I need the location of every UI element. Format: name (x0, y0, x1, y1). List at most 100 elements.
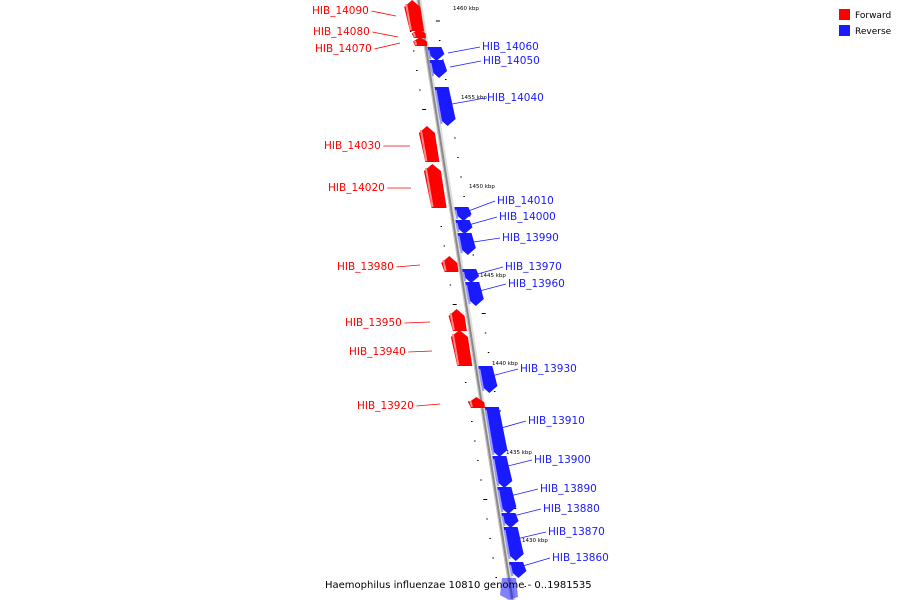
legend-forward-label: Forward (855, 11, 891, 21)
gene-arrow[interactable] (429, 60, 448, 78)
gene-hib-13900[interactable] (492, 456, 513, 488)
legend-forward-swatch (839, 9, 850, 20)
gene-leader-line (404, 321, 431, 324)
gene-hib-14030[interactable] (418, 126, 440, 162)
gene-label[interactable]: HIB_13870 (548, 526, 605, 538)
gene-hib-13860[interactable] (509, 562, 527, 578)
backbone-highlight (416, 0, 512, 600)
gene-hib-13960[interactable] (465, 282, 484, 306)
gene-arrow-highlight (412, 32, 416, 38)
gene-label[interactable]: HIB_14090 (312, 5, 369, 17)
gene-label[interactable]: HIB_13880 (543, 503, 600, 515)
genome-caption: Haemophilus influenzae 10810 genome - 0.… (325, 580, 592, 591)
gene-label[interactable]: HIB_13970 (505, 261, 562, 273)
gene-arrow-highlight (413, 40, 418, 46)
gene-label[interactable]: HIB_14000 (499, 211, 556, 223)
gene-hib-13950[interactable] (448, 309, 467, 331)
gene-hib-13890[interactable] (497, 487, 517, 514)
gene-hib-13980[interactable] (441, 256, 459, 272)
gene-hib-14020[interactable] (423, 164, 447, 208)
gene-label[interactable]: HIB_13960 (508, 278, 565, 290)
gene-label[interactable]: HIB_14030 (324, 140, 381, 152)
gene-hib-14050[interactable] (429, 60, 448, 78)
gene-label[interactable]: HIB_14010 (497, 195, 554, 207)
gene-hib-14040[interactable] (434, 87, 456, 126)
gene-arrow-highlight (449, 312, 455, 331)
gene-leader-line (447, 46, 481, 54)
gene-arrow-highlight (424, 167, 434, 208)
gene-hib-13870[interactable] (503, 527, 524, 561)
kbp-tick-label: 1440 kbp (492, 361, 518, 367)
gene-arrow-highlight (434, 89, 443, 125)
gene-arrow-highlight (405, 3, 412, 31)
gene-label[interactable]: HIB_14070 (315, 43, 372, 55)
gene-hib-13920[interactable] (468, 397, 485, 408)
gene-arrow-highlight (497, 489, 504, 513)
gene-label[interactable]: HIB_14080 (313, 26, 370, 38)
gene-label[interactable]: HIB_14040 (487, 92, 544, 104)
gene-hib-13990[interactable] (457, 233, 476, 255)
gene-arrow[interactable] (484, 407, 508, 457)
gene-leader-line (483, 368, 519, 379)
genome-backbone (416, 0, 516, 600)
gene-hib-13940[interactable] (450, 330, 473, 366)
legend-reverse-label: Reverse (855, 27, 892, 37)
gene-label[interactable]: HIB_13860 (552, 552, 609, 564)
gene-arrow-highlight (469, 400, 473, 408)
gene-hib-13930[interactable] (478, 366, 498, 393)
gene-arrow[interactable] (454, 207, 472, 221)
gene-arrow[interactable] (427, 47, 445, 61)
gene-arrow-highlight (462, 271, 467, 282)
gene-label[interactable]: HIB_13990 (502, 232, 559, 244)
gene-label[interactable]: HIB_13890 (540, 483, 597, 495)
gene-label[interactable]: HIB_13930 (520, 363, 577, 375)
gene-label[interactable]: HIB_13980 (337, 261, 394, 273)
gene-leader-line (511, 531, 547, 541)
gene-arrow-highlight (503, 529, 511, 560)
gene-leader-line (466, 237, 501, 244)
gene-label[interactable]: HIB_14060 (482, 41, 539, 53)
gene-arrow[interactable] (455, 220, 473, 234)
gene-label[interactable]: HIB_13950 (345, 317, 402, 329)
gene-hib-14070[interactable] (413, 37, 428, 46)
legend-reverse-swatch (839, 25, 850, 36)
kbp-tick-label: 1455 kbp (461, 95, 487, 101)
gene-leader-line (471, 283, 507, 294)
gene-arrow-highlight (455, 222, 460, 233)
gene-label[interactable]: HIB_13910 (528, 415, 585, 427)
gene-arrow-highlight (484, 409, 495, 456)
gene-arrow[interactable] (501, 513, 519, 528)
gene-arrow[interactable] (468, 397, 485, 408)
gene-leader-line (508, 508, 542, 518)
kbp-tick-label: 1430 kbp (522, 538, 548, 544)
gene-label[interactable]: HIB_13920 (357, 400, 414, 412)
backbone-line (416, 0, 514, 600)
gene-labels: HIB_14090 HIB_14080 HIB_14070 HIB_14060 HIB_… (312, 5, 609, 569)
gene-arrow-highlight (492, 458, 500, 487)
gene-arrow-highlight (419, 129, 428, 162)
gene-hib-14080[interactable] (411, 29, 426, 38)
gene-arrow-highlight (429, 62, 435, 77)
gene-arrow-highlight (457, 235, 463, 254)
gene-label[interactable]: HIB_14050 (483, 55, 540, 67)
gene-arrow-highlight (478, 368, 485, 392)
gene-hib-14060[interactable] (427, 47, 445, 61)
gene-arrow[interactable] (423, 164, 447, 208)
gene-label[interactable]: HIB_13940 (349, 346, 406, 358)
backbone-shadow (418, 0, 516, 600)
gene-hib-14010[interactable] (454, 207, 472, 221)
gene-label[interactable]: HIB_14020 (328, 182, 385, 194)
gene-leader-line (451, 97, 486, 105)
gene-leader-line (469, 266, 504, 277)
gene-arrow-highlight (442, 259, 447, 272)
legend: Forward Reverse (839, 9, 892, 37)
gene-hib-14090[interactable] (404, 0, 424, 31)
gene-leader-line (515, 557, 551, 569)
gene-hib-13880[interactable] (501, 513, 519, 528)
gene-label[interactable]: HIB_13900 (534, 454, 591, 466)
gene-track (404, 0, 527, 600)
gene-leader-line (505, 488, 539, 498)
gene-hib-13910[interactable] (484, 407, 508, 457)
gene-hib-14000[interactable] (455, 220, 473, 234)
gene-partial (500, 578, 518, 600)
